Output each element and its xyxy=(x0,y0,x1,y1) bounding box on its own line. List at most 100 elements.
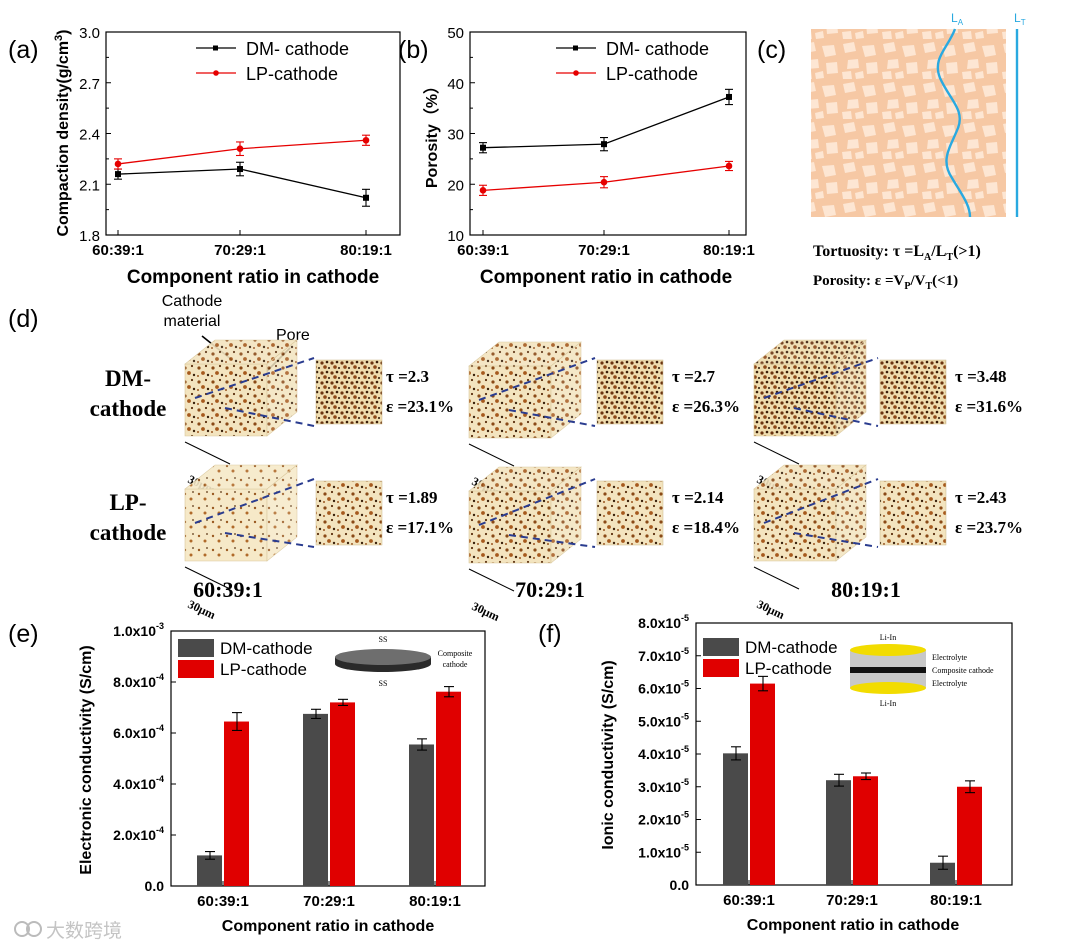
y-tick-label: 20 xyxy=(447,177,464,194)
projection-line xyxy=(793,407,879,427)
tortuosity-value: τ =2.43 xyxy=(955,488,1007,507)
x-tick-label: 70:29:1 xyxy=(303,893,355,910)
y-tick-label: 2.0x10-5 xyxy=(638,810,689,828)
data-point xyxy=(480,144,486,151)
ratio-label-1: 60:39:1 xyxy=(193,577,263,602)
y-tick-label: 2.4 xyxy=(79,127,100,144)
panel-label-d: (d) xyxy=(8,305,39,333)
legend-label-dm: DM- cathode xyxy=(606,39,709,59)
y-tick-label: 4.0x10-5 xyxy=(638,744,689,762)
y-axis-title: Compaction density(g/cm3) xyxy=(53,29,72,236)
series-line-lp xyxy=(117,139,367,165)
y-tick-label: 8.0x10-4 xyxy=(113,672,164,690)
x-tick-label: 60:39:1 xyxy=(92,242,144,259)
series-line-dm xyxy=(482,96,730,149)
bar-dm xyxy=(197,855,222,886)
scale-bar-label: 30μm xyxy=(755,597,787,622)
legend: DM- cathode LP-cathode xyxy=(196,39,349,84)
legend-label-lp: LP-cathode xyxy=(246,64,338,84)
x-tick-label: 80:19:1 xyxy=(930,892,982,909)
projection-line xyxy=(763,357,879,399)
legend-label-lp: LP-cathode xyxy=(220,660,307,679)
x-axis-title: Component ratio in cathode xyxy=(480,267,732,288)
cross-section-slice xyxy=(315,480,383,546)
x-tick-label: 60:39:1 xyxy=(457,242,509,259)
bar-dm xyxy=(723,753,748,885)
scale-bar xyxy=(753,441,800,465)
data-point xyxy=(236,145,244,153)
y-tick-label: 6.0x10-5 xyxy=(638,679,689,697)
bar-lp xyxy=(853,776,878,885)
projection-line xyxy=(508,409,596,427)
data-point xyxy=(363,194,369,201)
microstructure-block xyxy=(811,29,1006,217)
y-tick-label: 30 xyxy=(447,127,464,144)
inset-top-label: Li-In xyxy=(880,633,896,642)
callout-material-line1: Cathode xyxy=(162,293,223,310)
tomography-panel: (d) Cathode material Pore DM- cathode LP… xyxy=(8,293,1023,624)
tomography-cube-front xyxy=(184,363,268,437)
x-tick-label: 70:29:1 xyxy=(826,892,878,909)
bar-lp xyxy=(436,691,461,886)
tomography-cube-front xyxy=(184,488,268,562)
tortuosity-schematic: (c) LA LT Tortuosity: τ =LA/LT(>1) Poros… xyxy=(757,11,1026,292)
projection-line xyxy=(763,478,879,524)
inset-layer-label-1: Electrolyte xyxy=(932,653,968,662)
porosity-value: ε =26.3% xyxy=(672,397,740,416)
y-tick-label: 7.0x10-5 xyxy=(638,646,689,664)
legend-swatch-dm xyxy=(703,638,739,656)
tortuosity-value: τ =2.7 xyxy=(672,367,716,386)
y-axis-title: Porosity（%） xyxy=(423,78,441,188)
x-axis-title: Component ratio in cathode xyxy=(222,918,435,935)
bar-dm xyxy=(409,744,434,886)
data-point xyxy=(726,93,732,100)
plot-frame xyxy=(105,31,401,236)
cross-section-slice xyxy=(879,359,947,425)
legend-swatch-dm xyxy=(178,639,214,657)
bar-dm xyxy=(930,862,955,885)
cross-section-slice xyxy=(879,480,947,546)
porosity-value: ε =23.1% xyxy=(386,397,454,416)
legend: DM-cathode LP-cathode xyxy=(703,638,838,678)
porosity-value: ε =23.7% xyxy=(955,518,1023,537)
data-point xyxy=(601,141,607,148)
la-label: LA xyxy=(951,11,964,27)
legend: DM-cathode LP-cathode xyxy=(178,639,313,679)
row-label-lp-line1: LP- xyxy=(109,490,146,515)
panel-label-f: (f) xyxy=(538,620,562,648)
inset-layer-label-2: Composite cathode xyxy=(932,666,994,675)
tortuous-path xyxy=(936,28,972,218)
y-tick-label: 2.0x10-4 xyxy=(113,825,164,843)
plot-frame xyxy=(469,31,747,236)
x-tick-label: 80:19:1 xyxy=(409,893,461,910)
watermark: 大数跨境 xyxy=(14,920,122,942)
projection-line xyxy=(793,532,879,548)
scale-bar xyxy=(753,566,800,590)
legend-label-lp: LP-cathode xyxy=(606,64,698,84)
inset-side-label-1: Composite xyxy=(438,649,473,658)
x-tick-label: 70:29:1 xyxy=(578,242,630,259)
porosity-equation: Porosity: ε =VP/VT(<1) xyxy=(813,273,958,292)
scale-bar xyxy=(184,566,231,590)
inset-bottom-label: Li-In xyxy=(880,699,896,708)
y-tick-label: 3.0 xyxy=(79,25,100,42)
y-tick-label: 0.0 xyxy=(670,877,690,893)
lt-label: LT xyxy=(1014,11,1026,27)
legend-label-dm: DM- cathode xyxy=(246,39,349,59)
bar-lp xyxy=(957,786,982,885)
porosity-value: ε =18.4% xyxy=(672,518,740,537)
legend-label-lp: LP-cathode xyxy=(745,659,832,678)
chart-ionic-conductivity: (f) 0.0 1.0x10-5 2.0x10-5 3.0x10-5 4.0x10-5 5… xyxy=(538,613,1013,934)
projection-line xyxy=(478,478,596,526)
y-tick-label: 1.0x10-5 xyxy=(638,842,689,860)
tomography-cube-front xyxy=(753,363,837,437)
legend-label-dm: DM-cathode xyxy=(220,639,313,658)
y-tick-label: 3.0x10-5 xyxy=(638,777,689,795)
data-point xyxy=(362,136,370,144)
scale-bar xyxy=(468,443,515,467)
legend-marker-dm xyxy=(573,45,578,51)
inset-cell-schematic: SS SS Composite cathode xyxy=(335,635,473,688)
chart-electronic-conductivity: (e) 0.0 2.0x10-4 4.0x10-4 6.0x10-4 8.0x10-4 1… xyxy=(8,620,486,935)
chart-porosity: (b) 10 20 30 40 50 60:39:1 70:29:1 80:19:1 Comp… xyxy=(398,25,755,288)
y-tick-label: 2.1 xyxy=(79,177,100,194)
